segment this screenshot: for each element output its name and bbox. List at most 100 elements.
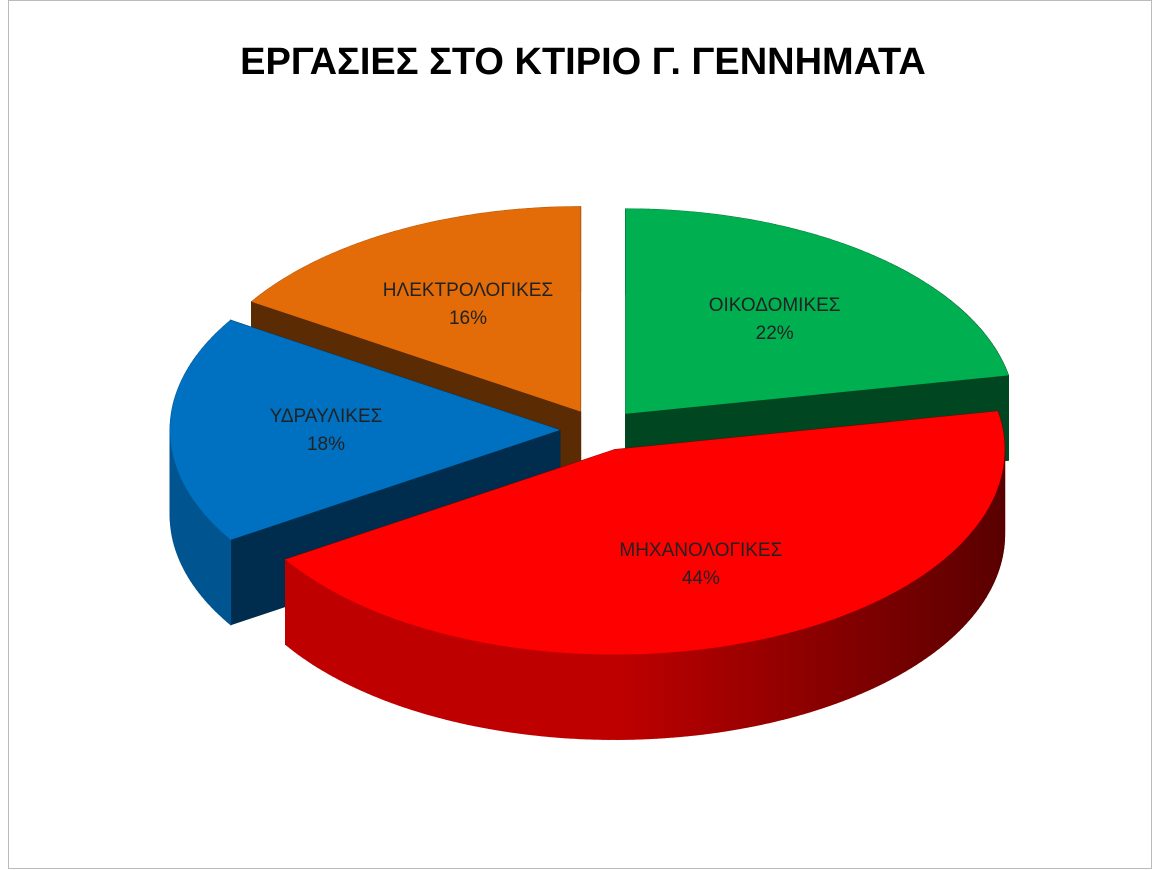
slice-side: [198, 506, 203, 598]
slice-side: [411, 624, 419, 713]
slice-side: [192, 498, 197, 590]
slice-side: [510, 646, 519, 734]
slice-side: [556, 651, 565, 739]
slice-side: [836, 615, 844, 704]
slice-side: [920, 572, 927, 663]
slice-side: [525, 648, 534, 736]
slice-side: [466, 638, 475, 727]
slice-side: [298, 568, 304, 659]
slice-side: [349, 599, 356, 689]
slice-side: [503, 645, 512, 733]
slice: [285, 411, 1005, 655]
slice-side: [445, 633, 454, 722]
slice-side: [848, 610, 856, 699]
slice-side: [694, 648, 704, 736]
slice-side: [671, 651, 681, 738]
slice-side: [307, 575, 314, 665]
slice-side: [385, 614, 393, 704]
slice-side: [563, 652, 573, 739]
slice-side: [361, 604, 368, 694]
slice-side: [823, 619, 831, 709]
slice-side: [379, 612, 387, 702]
slice-side: [488, 643, 497, 731]
slice-side: [533, 649, 542, 737]
slice-side: [648, 652, 658, 740]
slice-side: [373, 609, 380, 699]
slice-side: [218, 528, 224, 619]
slice-side: [782, 632, 791, 720]
slice-side: [934, 562, 940, 653]
slice-side: [930, 565, 936, 656]
slice-side: [905, 581, 912, 672]
slice-side: [972, 526, 977, 618]
slice-side: [810, 624, 818, 713]
slice-side: [829, 617, 838, 706]
slice-side: [289, 561, 295, 653]
slice-side: [548, 651, 557, 738]
slice-side: [207, 517, 213, 609]
slice-side: [586, 653, 596, 740]
slice-side: [709, 646, 719, 734]
slice-side: [884, 593, 891, 684]
slice-side: [204, 513, 209, 605]
slice-side: [417, 626, 426, 715]
slice-side: [285, 558, 291, 649]
slice-side: [702, 647, 711, 735]
slice-side: [962, 537, 967, 629]
slice-side: [754, 638, 763, 727]
slice-side: [768, 635, 777, 724]
slice-side: [293, 565, 299, 656]
slice: [170, 320, 560, 540]
slice-side: [617, 654, 627, 740]
data-label-value: 16%: [449, 308, 487, 329]
slice-side: [747, 640, 756, 728]
slice-side: [878, 596, 886, 686]
slice-side: [724, 644, 734, 732]
data-label-category: ΜΗΧΑΝΟΛΟΓΙΚΕΣ: [619, 540, 782, 561]
slice-side: [925, 569, 931, 659]
slice-side: [518, 647, 527, 735]
slice-side: [424, 628, 433, 717]
slice-side: [317, 581, 324, 672]
slice-side: [391, 617, 399, 706]
slice-side: [602, 654, 611, 740]
slice-side: [431, 630, 440, 719]
slice-side: [975, 522, 979, 614]
slice-side: [965, 533, 970, 625]
slice-side: [656, 652, 666, 739]
slice-side: [895, 588, 902, 678]
slice-side: [459, 637, 468, 725]
slice-side: [222, 532, 228, 623]
slice-side: [739, 641, 748, 730]
slice-side: [214, 524, 220, 616]
slice-side: [867, 602, 874, 692]
chart-title: ΕΡΓΑΣΙΕΣ ΣΤΟ ΚΤΙΡΙΟ Γ. ΓΕΝΝΗΜΑΤΑ: [240, 41, 926, 83]
slice-side: [540, 650, 550, 738]
slice-side: [943, 555, 949, 646]
slice-side: [717, 645, 726, 733]
slice-side: [398, 619, 406, 708]
slice-side: [861, 605, 868, 694]
slice-side: [302, 572, 309, 662]
slice-side: [872, 599, 880, 689]
slice-side: [366, 607, 374, 697]
slice-side: [332, 590, 340, 681]
slice-side: [579, 653, 588, 740]
slice-side: [687, 649, 696, 737]
slice-side: [761, 637, 770, 725]
slice-side: [978, 518, 982, 610]
slice-side: [789, 630, 798, 719]
slice-side: [625, 653, 635, 740]
slice-side: [915, 575, 922, 666]
slice-side: [889, 591, 897, 681]
slice-side: [211, 521, 216, 612]
slice-side: [641, 653, 650, 740]
slice-side: [951, 548, 956, 639]
slice-side: [939, 558, 945, 649]
slice-side: [404, 621, 412, 711]
slice-side: [473, 640, 482, 728]
data-label-value: 22%: [756, 323, 794, 344]
slice-side: [732, 643, 741, 731]
slice-side: [312, 578, 319, 669]
